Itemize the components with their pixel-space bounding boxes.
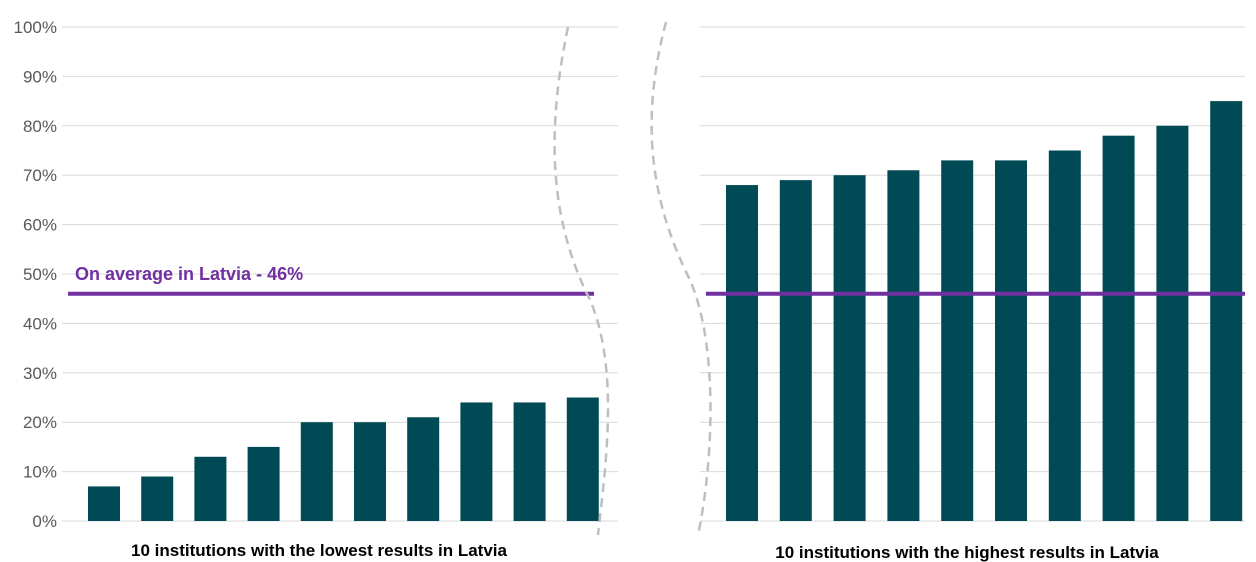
y-tick-label: 90% [23,67,57,86]
y-axis-ticks: 0% 10% 20% 30% 40% 50% 60% 70% 80% 90% 100% [14,18,57,531]
bar [88,486,120,521]
bars [88,101,1243,522]
bar [779,180,812,521]
y-tick-label: 60% [23,216,57,235]
bar [1210,101,1243,521]
bar [995,160,1027,521]
y-tick-label: 40% [23,314,57,333]
bar [247,446,280,521]
bar [566,397,599,521]
bar [513,402,546,521]
bar [407,417,440,521]
bar [1048,150,1081,521]
bar [194,456,227,521]
break-line [650,21,712,536]
y-tick-label: 80% [23,117,57,136]
y-tick-label: 20% [23,413,57,432]
axis-break-marks [553,21,712,536]
group-label-highest: 10 institutions with the highest results… [775,543,1159,562]
y-tick-label: 100% [14,18,57,37]
bar [1156,125,1189,522]
y-tick-label: 70% [23,166,57,185]
bar [141,476,174,521]
bar [941,160,974,521]
group-label-lowest: 10 institutions with the lowest results … [131,541,507,560]
bar [1102,135,1135,521]
bar [726,185,758,521]
bar [833,175,866,521]
bar [300,422,333,521]
average-label: On average in Latvia - 46% [75,264,303,284]
bar [887,170,920,521]
bar [354,422,386,521]
bar [460,402,493,521]
y-tick-label: 10% [23,463,57,482]
y-tick-label: 0% [32,512,57,531]
y-tick-label: 30% [23,364,57,383]
y-tick-label: 50% [23,265,57,284]
break-line [553,26,610,536]
